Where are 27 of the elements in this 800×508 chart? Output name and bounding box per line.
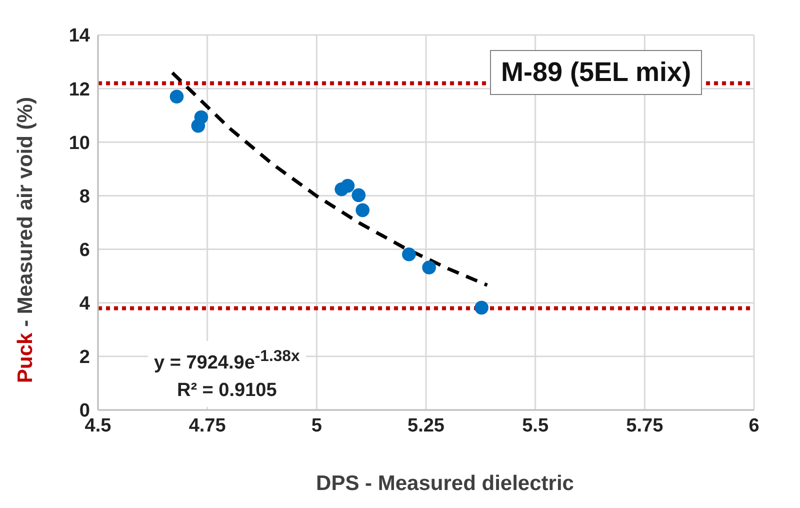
x-axis-title: DPS - Measured dielectric xyxy=(315,472,575,496)
y-tick-label: 14 xyxy=(68,26,90,47)
x-tick-label: 5.25 xyxy=(408,415,445,436)
point xyxy=(191,118,206,133)
point xyxy=(474,300,488,315)
point xyxy=(352,188,366,202)
x-tick-label: 4.75 xyxy=(188,415,226,436)
point xyxy=(402,247,416,262)
y-tick-label: 12 xyxy=(68,79,90,100)
y-tick-label: 10 xyxy=(68,132,90,154)
x-tick-label: 5 xyxy=(311,415,322,436)
point xyxy=(340,178,355,193)
y-axis-title: Puck - Measured air void (%) xyxy=(14,97,38,383)
annotation: y = 7924.9e$^{-1.38x}$ xyxy=(154,347,300,376)
point xyxy=(170,90,184,104)
x-tick-label: 6 xyxy=(748,415,760,436)
point xyxy=(356,203,370,218)
line-series xyxy=(170,71,489,287)
y-tick-label: 2 xyxy=(79,347,90,368)
x-tick-label: 5.5 xyxy=(522,415,549,436)
point xyxy=(422,260,436,274)
annotation: R² = 0.9105 xyxy=(176,379,278,404)
y-tick-label: 4 xyxy=(79,294,90,315)
annotation: M-89 (5EL mix) xyxy=(490,50,702,95)
x-tick-label: 5.75 xyxy=(626,415,664,436)
y-tick-label: 8 xyxy=(79,186,90,208)
y-tick-label: 6 xyxy=(79,240,90,262)
